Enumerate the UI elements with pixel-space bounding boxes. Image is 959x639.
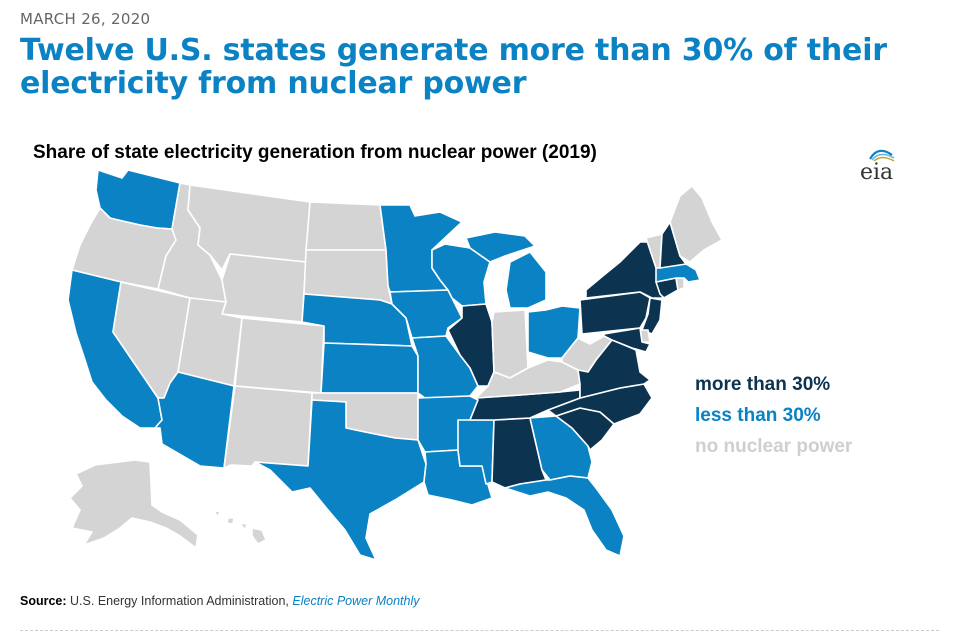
state-AK	[69, 459, 199, 549]
source-note: Source: U.S. Energy Information Administ…	[20, 594, 420, 608]
state-IL	[447, 303, 495, 387]
state-NM	[223, 385, 313, 469]
state-MA	[655, 263, 701, 283]
legend-item-less-than-30: less than 30%	[695, 405, 821, 426]
state-MO	[411, 335, 479, 399]
state-NJ	[641, 297, 663, 335]
source-text: U.S. Energy Information Administration,	[70, 594, 289, 608]
map-title: Share of state electricity generation fr…	[33, 142, 597, 163]
source-publication-link[interactable]: Electric Power Monthly	[292, 594, 420, 608]
legend-item-more-than-30: more than 30%	[695, 374, 831, 395]
state-KS	[320, 342, 419, 394]
state-VT	[645, 233, 663, 269]
publication-date: MARCH 26, 2020	[20, 10, 151, 28]
state-FL	[504, 475, 625, 557]
state-VA	[577, 339, 651, 399]
source-label: Source:	[20, 594, 67, 608]
state-RI	[675, 277, 685, 291]
state-CO	[234, 317, 325, 394]
state-IN	[491, 309, 529, 379]
state-MI	[465, 231, 547, 309]
state-HI	[212, 509, 267, 545]
footer-divider	[20, 630, 939, 631]
state-WY	[221, 253, 307, 323]
legend-item-no-nuclear: no nuclear power	[695, 436, 853, 457]
state-ME	[669, 185, 723, 263]
state-TX	[254, 399, 427, 561]
state-MD	[603, 327, 651, 353]
eia-logo-text: eia	[860, 160, 893, 185]
headline: Twelve U.S. states generate more than 30…	[20, 33, 887, 101]
state-ND	[305, 201, 387, 251]
map-legend: more than 30% less than 30% no nuclear p…	[695, 374, 852, 467]
eia-logo: eia	[860, 149, 895, 185]
